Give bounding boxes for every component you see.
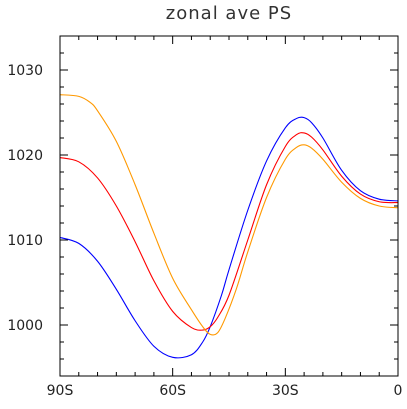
y-tick-label: 1010: [7, 233, 43, 249]
x-tick-label: 60S: [159, 383, 186, 399]
x-tick-label: 30S: [272, 383, 299, 399]
chart-title: zonal ave PS: [166, 3, 292, 24]
x-tick-label: 90S: [47, 383, 74, 399]
series-line-orange: [59, 94, 399, 336]
y-tick-label: 1020: [7, 148, 43, 164]
series-layer: [59, 94, 399, 359]
y-tick-label: 1030: [7, 63, 43, 79]
axis-layer: 90S 60S 30S 0 1000 1010 1020 1030: [7, 35, 403, 399]
plot-frame: [59, 35, 399, 377]
series-line-blue: [59, 116, 399, 359]
x-tick-label: 0: [394, 383, 403, 399]
series-line-red: [59, 132, 399, 331]
y-tick-label: 1000: [7, 318, 43, 334]
